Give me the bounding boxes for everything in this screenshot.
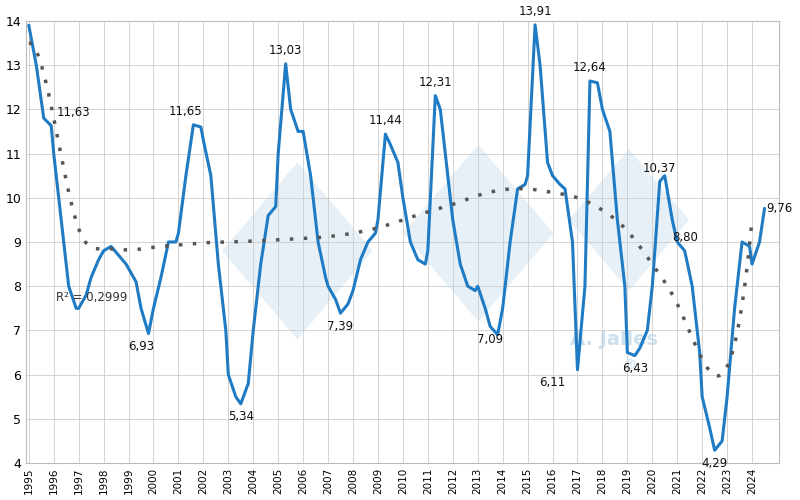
Text: 11,44: 11,44 <box>369 114 402 128</box>
Text: 5,34: 5,34 <box>228 410 254 424</box>
Text: 11,65: 11,65 <box>169 105 202 118</box>
Text: 6,93: 6,93 <box>128 340 154 353</box>
Text: 10,37: 10,37 <box>643 162 677 175</box>
Text: 4,29: 4,29 <box>702 457 728 470</box>
Text: 13,03: 13,03 <box>269 44 302 57</box>
Text: 7,09: 7,09 <box>477 333 503 346</box>
Text: 13,91: 13,91 <box>518 5 552 18</box>
Text: ®: ® <box>622 359 636 373</box>
Polygon shape <box>222 162 373 340</box>
Text: R² = 0,2999: R² = 0,2999 <box>56 291 127 304</box>
Text: 12,31: 12,31 <box>418 76 452 89</box>
Text: 6,43: 6,43 <box>622 362 648 376</box>
Text: 8,80: 8,80 <box>672 231 698 244</box>
Text: 7,39: 7,39 <box>327 320 354 333</box>
Text: 9,76: 9,76 <box>766 202 792 215</box>
Text: 6,11: 6,11 <box>539 376 566 390</box>
Polygon shape <box>569 149 689 290</box>
Polygon shape <box>403 144 554 322</box>
Text: A. Jalles: A. Jalles <box>570 330 658 349</box>
Text: 12,64: 12,64 <box>573 62 607 74</box>
Text: 11,63: 11,63 <box>56 106 90 119</box>
